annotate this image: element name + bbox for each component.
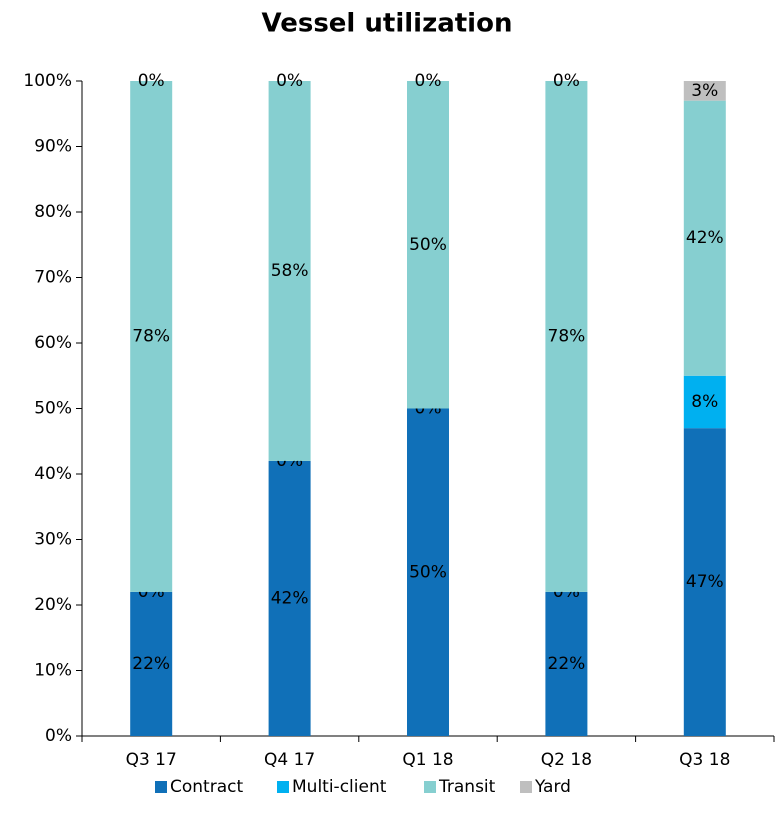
y-tick-label: 60% xyxy=(34,333,72,353)
bar-segment xyxy=(407,81,449,409)
bar-segment xyxy=(683,375,726,429)
legend-label: Contract xyxy=(170,777,243,797)
y-tick-label: 30% xyxy=(34,530,72,550)
data-label: 42% xyxy=(686,228,724,248)
y-tick-label: 0% xyxy=(45,726,72,746)
data-label: 0% xyxy=(138,71,165,91)
bar-segment xyxy=(683,81,726,101)
data-label: 47% xyxy=(686,572,724,592)
bar-segment xyxy=(545,81,588,592)
y-tick-label: 90% xyxy=(34,137,72,157)
y-tick-label: 40% xyxy=(34,464,72,484)
bar-segment xyxy=(130,81,173,592)
data-label: 0% xyxy=(553,71,580,91)
data-label: 22% xyxy=(548,654,586,674)
legend-swatch xyxy=(520,781,532,793)
data-label: 0% xyxy=(415,71,442,91)
data-label: 58% xyxy=(271,261,309,281)
data-label: 50% xyxy=(409,235,447,255)
data-label: 22% xyxy=(132,654,170,674)
legend-swatch xyxy=(424,781,436,793)
legend-label: Transit xyxy=(438,777,496,797)
bar-segment xyxy=(130,591,173,736)
data-label: 8% xyxy=(691,392,718,412)
x-tick-label: Q3 18 xyxy=(679,750,730,770)
data-label: 0% xyxy=(276,71,303,91)
legend-swatch xyxy=(277,781,289,793)
bar-segment xyxy=(268,81,311,461)
bar-segment xyxy=(545,591,588,736)
data-label: 3% xyxy=(691,81,718,101)
data-label: 78% xyxy=(548,326,586,346)
y-tick-label: 10% xyxy=(34,661,72,681)
y-tick-label: 50% xyxy=(34,399,72,419)
bar-segment xyxy=(407,408,449,736)
legend-label: Multi-client xyxy=(292,777,387,797)
chart-title: Vessel utilization xyxy=(262,9,513,39)
x-tick-label: Q3 17 xyxy=(126,750,177,770)
y-tick-label: 70% xyxy=(34,268,72,288)
x-tick-label: Q1 18 xyxy=(402,750,453,770)
y-tick-label: 100% xyxy=(23,71,72,91)
bar-segment xyxy=(683,428,726,736)
legend-label: Yard xyxy=(534,777,571,797)
data-label: 50% xyxy=(409,562,447,582)
bar-segment xyxy=(268,460,311,736)
bar-segment xyxy=(683,100,726,376)
legend-swatch xyxy=(155,781,167,793)
y-tick-label: 80% xyxy=(34,202,72,222)
data-label: 42% xyxy=(271,588,309,608)
x-tick-label: Q4 17 xyxy=(264,750,315,770)
x-tick-label: Q2 18 xyxy=(541,750,592,770)
data-label: 78% xyxy=(132,326,170,346)
y-tick-label: 20% xyxy=(34,595,72,615)
